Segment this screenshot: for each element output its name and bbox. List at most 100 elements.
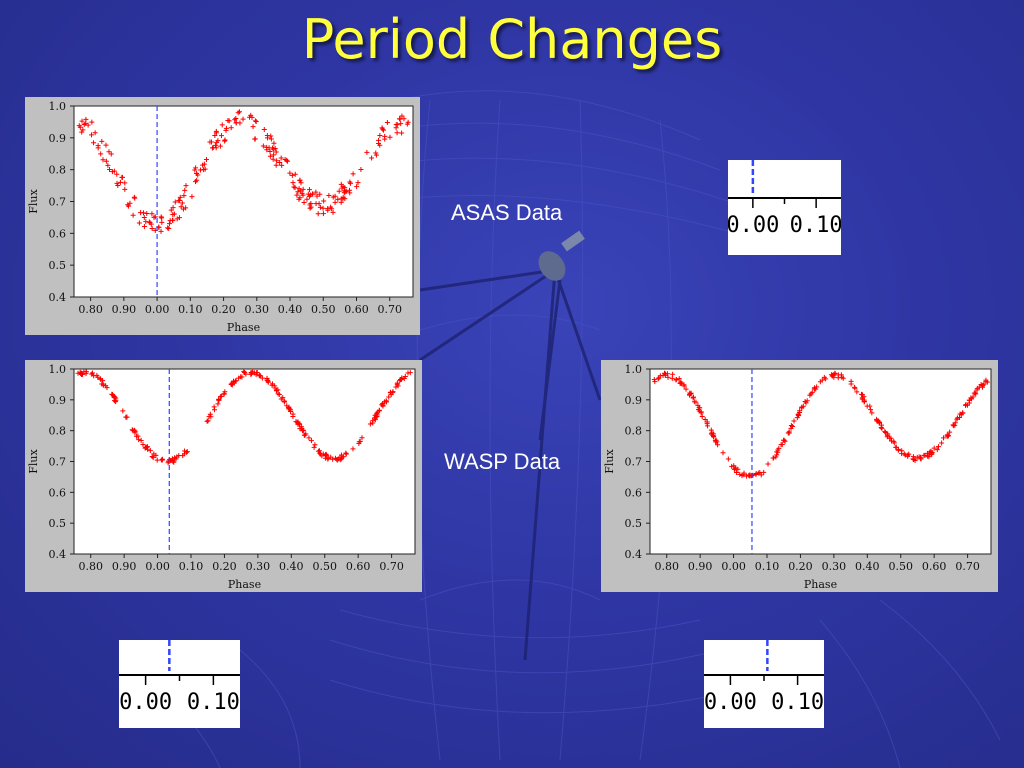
data-point (176, 197, 182, 203)
y-tick-label: 0.9 (49, 394, 67, 407)
data-point (380, 402, 386, 408)
data-point (215, 138, 221, 144)
data-point (129, 427, 135, 433)
x-axis-label: Phase (804, 578, 837, 591)
data-point (158, 228, 164, 234)
data-point (676, 376, 682, 382)
data-point (797, 408, 803, 414)
data-point (407, 370, 413, 376)
data-point (683, 386, 689, 392)
data-point (264, 133, 270, 139)
data-point (218, 393, 224, 399)
x-tick-label: 0.60 (922, 560, 947, 573)
data-point (248, 112, 254, 118)
data-point (271, 140, 277, 146)
data-point (278, 155, 284, 161)
data-point (95, 145, 101, 151)
data-point (149, 211, 155, 217)
data-point (297, 177, 303, 183)
x-tick-label: 0.50 (888, 560, 913, 573)
data-point (248, 370, 254, 376)
x-tick-label: 0.00 (145, 560, 170, 573)
data-point (273, 162, 279, 168)
data-point (306, 187, 312, 193)
data-point (350, 446, 356, 452)
y-tick-label: 0.6 (49, 227, 67, 240)
data-point (342, 189, 348, 195)
data-point (379, 125, 385, 131)
data-point (781, 437, 787, 443)
data-point (209, 145, 215, 151)
data-point (130, 212, 136, 218)
y-axis-label: Flux (27, 448, 40, 473)
data-point (276, 392, 282, 398)
x-tick-label: 0.10 (755, 560, 780, 573)
data-point (253, 119, 259, 125)
data-point (294, 192, 300, 198)
data-point (168, 207, 174, 213)
data-point (252, 136, 258, 142)
data-point (241, 368, 247, 374)
data-point (282, 399, 288, 405)
data-point (270, 156, 276, 162)
data-point (342, 196, 348, 202)
data-point (315, 448, 321, 454)
data-point (222, 389, 228, 395)
data-point (274, 158, 280, 164)
data-point (312, 442, 318, 448)
data-point (315, 211, 321, 217)
x-tick-label: 0.20 (211, 303, 236, 316)
x-tick-label: 0.10 (179, 560, 204, 573)
data-point (268, 133, 274, 139)
data-points (75, 368, 413, 466)
x-tick-label: 0.80 (78, 560, 103, 573)
y-tick-label: 0.8 (625, 425, 643, 438)
data-point (206, 414, 212, 420)
data-point (151, 214, 157, 220)
data-point (867, 403, 873, 409)
data-point (172, 199, 178, 205)
y-tick-label: 0.7 (49, 456, 67, 469)
y-tick-label: 0.4 (49, 291, 67, 304)
data-point (944, 433, 950, 439)
data-point (325, 455, 331, 461)
data-point (310, 191, 316, 197)
data-point (332, 193, 338, 199)
data-point (100, 157, 106, 163)
data-point (712, 438, 718, 444)
data-point (172, 456, 178, 462)
data-point (983, 377, 989, 383)
data-point (899, 448, 905, 454)
data-point (113, 397, 119, 403)
x-axis-label: Phase (228, 578, 261, 591)
data-point (785, 430, 791, 436)
data-point (158, 457, 164, 463)
data-point (808, 391, 814, 397)
data-point (356, 439, 362, 445)
asas-light-curve-chart: 0.4 0.5 0.6 0.7 0.8 0.9 1.0 0.80 0.90 0.00 0.10 0.2… (25, 97, 420, 335)
x-tick-label: 0.10 (178, 303, 203, 316)
data-point (189, 194, 195, 200)
data-point (821, 374, 827, 380)
data-point (978, 381, 984, 387)
data-point (328, 204, 334, 210)
data-point (170, 217, 176, 223)
data-point (779, 441, 785, 447)
data-point (76, 123, 82, 129)
data-point (934, 447, 940, 453)
data-point (151, 451, 157, 457)
data-point (882, 429, 888, 435)
data-point (377, 133, 383, 139)
data-point (296, 186, 302, 192)
data-point (213, 130, 219, 136)
data-point (272, 385, 278, 391)
data-point (89, 132, 95, 138)
data-point (789, 423, 795, 429)
data-point (203, 157, 209, 163)
x-tick-label: 0.30 (245, 303, 270, 316)
data-point (791, 418, 797, 424)
y-tick-label: 1.0 (49, 363, 67, 376)
data-point (656, 375, 662, 381)
zoom-background (119, 640, 240, 728)
